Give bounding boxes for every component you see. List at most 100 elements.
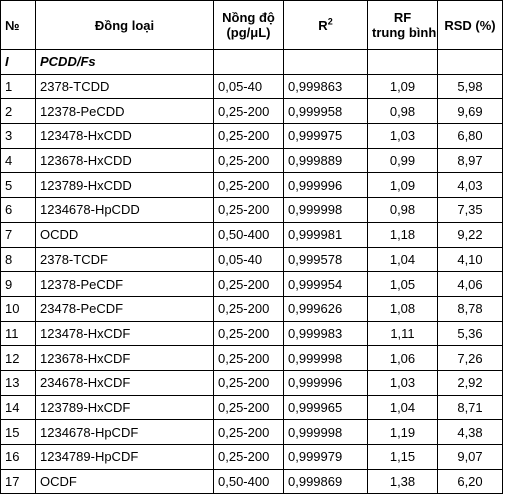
- cell-concentration: 0,25-200: [213, 320, 284, 347]
- cell-rf: 1,09: [367, 73, 438, 100]
- cell-congener: 12378-PeCDD: [35, 98, 214, 125]
- cell-rf: 1,06: [367, 345, 438, 371]
- cell-concentration: 0,25-200: [213, 394, 284, 421]
- cell-no: 15: [0, 419, 36, 445]
- header-rf: RF trung bình: [367, 0, 438, 50]
- cell-rsd: 8,78: [437, 295, 503, 322]
- cell-rsd: 4,03: [437, 172, 503, 199]
- cell-congener: 12378-PeCDF: [35, 271, 214, 297]
- group-name: PCDD/Fs: [35, 49, 214, 75]
- cell-congener: 234678-HxCDF: [35, 369, 214, 396]
- table-row: 10 23478-PeCDF 0,25-200 0,999626 1,08 8,78: [0, 295, 503, 322]
- cell-concentration: 0,25-200: [213, 295, 284, 322]
- cell-concentration: 0,25-200: [213, 172, 284, 199]
- cell-no: 6: [0, 197, 36, 223]
- header-r2: R2: [283, 0, 368, 50]
- cell-r2: 0,999975: [283, 123, 368, 149]
- table-row: 11 123478-HxCDF 0,25-200 0,999983 1,11 5,36: [0, 320, 503, 347]
- header-concentration: Nồng độ (pg/μL): [213, 0, 284, 50]
- cell-no: 2: [0, 98, 36, 125]
- cell-r2: 0,999863: [283, 73, 368, 100]
- cell-rsd: 5,36: [437, 320, 503, 347]
- cell-concentration: 0,25-200: [213, 369, 284, 396]
- header-congener: Đồng loại: [35, 0, 214, 50]
- cell-congener: OCDF: [35, 468, 214, 495]
- cell-rsd: 9,69: [437, 98, 503, 125]
- cell-concentration: 0,50-400: [213, 221, 284, 248]
- cell-no: 13: [0, 369, 36, 396]
- cell-rf: 1,03: [367, 123, 438, 149]
- table-row: 1 2378-TCDD 0,05-40 0,999863 1,09 5,98: [0, 73, 503, 100]
- cell-no: 8: [0, 246, 36, 273]
- cell-concentration: 0,25-200: [213, 197, 284, 223]
- cell-rf: 1,04: [367, 394, 438, 421]
- cell-rf: 1,15: [367, 444, 438, 470]
- cell-no: 10: [0, 295, 36, 322]
- table-row: 13 234678-HxCDF 0,25-200 0,999996 1,03 2,92: [0, 369, 503, 396]
- table-row: 9 12378-PeCDF 0,25-200 0,999954 1,05 4,06: [0, 271, 503, 297]
- cell-rsd: 7,35: [437, 197, 503, 223]
- cell-congener: OCDD: [35, 221, 214, 248]
- table-row: 14 123789-HxCDF 0,25-200 0,999965 1,04 8,71: [0, 394, 503, 421]
- cell-r2: 0,999996: [283, 172, 368, 199]
- header-rf-line2: trung bình: [372, 25, 437, 40]
- cell-congener: 123789-HxCDF: [35, 394, 214, 421]
- cell-concentration: 0,25-200: [213, 147, 284, 174]
- table-row: 2 12378-PeCDD 0,25-200 0,999958 0,98 9,69: [0, 98, 503, 125]
- cell-concentration: 0,05-40: [213, 246, 284, 273]
- header-r2-sup: 2: [327, 16, 333, 27]
- cell-no: 11: [0, 320, 36, 347]
- cell-concentration: 0,25-200: [213, 444, 284, 470]
- cell-r2: 0,999954: [283, 271, 368, 297]
- cell-rf: 1,11: [367, 320, 438, 347]
- cell-r2: 0,999889: [283, 147, 368, 174]
- cell-rsd: 8,71: [437, 394, 503, 421]
- table-row: 7 OCDD 0,50-400 0,999981 1,18 9,22: [0, 221, 503, 248]
- cell-congener: 23478-PeCDF: [35, 295, 214, 322]
- group-empty-cell: [213, 49, 284, 75]
- cell-congener: 2378-TCDF: [35, 246, 214, 273]
- cell-congener: 123478-HxCDF: [35, 320, 214, 347]
- cell-concentration: 0,25-200: [213, 345, 284, 371]
- cell-congener: 2378-TCDD: [35, 73, 214, 100]
- cell-concentration: 0,25-200: [213, 98, 284, 125]
- cell-no: 9: [0, 271, 36, 297]
- table-row: 8 2378-TCDF 0,05-40 0,999578 1,04 4,10: [0, 246, 503, 273]
- cell-no: 12: [0, 345, 36, 371]
- cell-rsd: 4,38: [437, 419, 503, 445]
- cell-concentration: 0,25-200: [213, 271, 284, 297]
- cell-concentration: 0,25-200: [213, 419, 284, 445]
- header-no: №: [0, 0, 36, 50]
- cell-rf: 0,99: [367, 147, 438, 174]
- table-row: 6 1234678-HpCDD 0,25-200 0,999998 0,98 7,35: [0, 197, 503, 223]
- cell-rf: 0,98: [367, 197, 438, 223]
- cell-no: 1: [0, 73, 36, 100]
- cell-no: 4: [0, 147, 36, 174]
- header-rsd: RSD (%): [437, 0, 503, 50]
- cell-no: 3: [0, 123, 36, 149]
- cell-concentration: 0,50-400: [213, 468, 284, 495]
- header-r2-base: R: [318, 17, 328, 33]
- table-row: 4 123678-HxCDD 0,25-200 0,999889 0,99 8,97: [0, 147, 503, 174]
- table-row: 16 1234789-HpCDF 0,25-200 0,999979 1,15 9,07: [0, 444, 503, 470]
- cell-r2: 0,999981: [283, 221, 368, 248]
- cell-rf: 1,38: [367, 468, 438, 495]
- table-row: 12 123678-HxCDF 0,25-200 0,999998 1,06 7,26: [0, 345, 503, 371]
- cell-concentration: 0,05-40: [213, 73, 284, 100]
- cell-r2: 0,999965: [283, 394, 368, 421]
- cell-r2: 0,999983: [283, 320, 368, 347]
- cell-rf: 1,19: [367, 419, 438, 445]
- cell-rf: 1,05: [367, 271, 438, 297]
- cell-rsd: 6,80: [437, 123, 503, 149]
- cell-r2: 0,999998: [283, 345, 368, 371]
- cell-no: 17: [0, 468, 36, 495]
- cell-r2: 0,999998: [283, 419, 368, 445]
- group-no: I: [0, 49, 36, 75]
- table-row: 17 OCDF 0,50-400 0,999869 1,38 6,20: [0, 468, 503, 495]
- cell-congener: 123678-HxCDF: [35, 345, 214, 371]
- cell-rf: 1,08: [367, 295, 438, 322]
- cell-congener: 123789-HxCDD: [35, 172, 214, 199]
- cell-r2: 0,999626: [283, 295, 368, 322]
- cell-congener: 123478-HxCDD: [35, 123, 214, 149]
